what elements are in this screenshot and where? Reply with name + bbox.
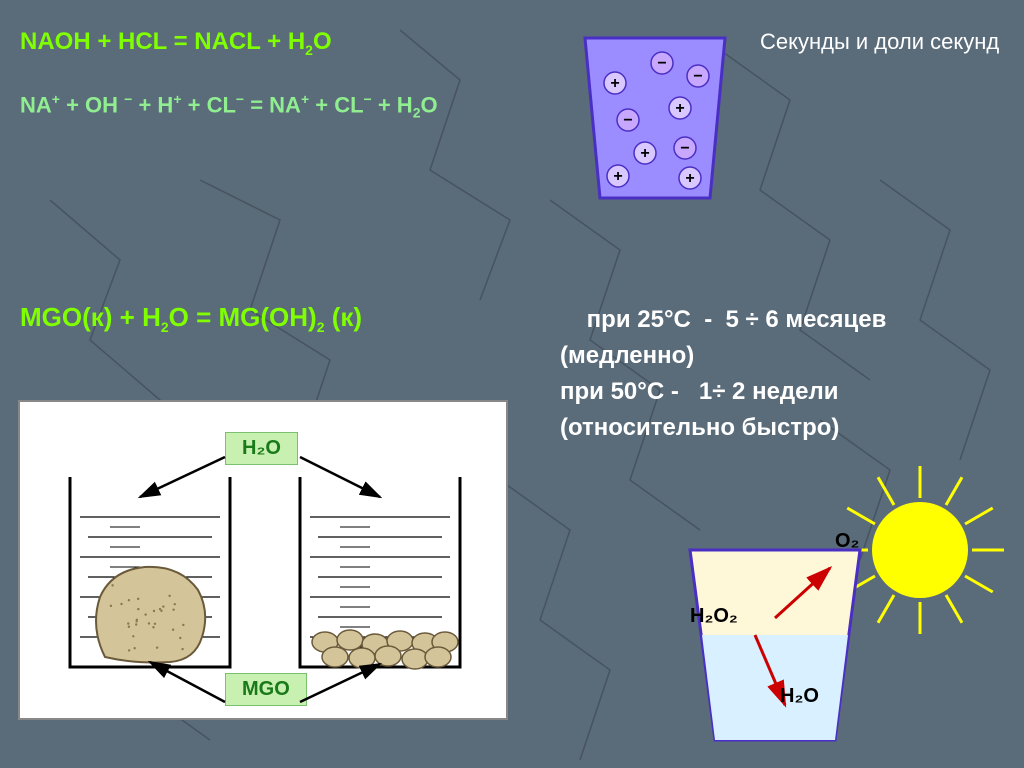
mgo-arrows — [20, 402, 510, 722]
svg-text:−: − — [623, 112, 632, 129]
svg-text:+: + — [640, 145, 649, 162]
equation-1: NAOH + HCL = NACL + H2O — [20, 28, 332, 58]
o2-label: O₂ — [835, 530, 859, 553]
svg-text:−: − — [693, 68, 702, 85]
svg-text:+: + — [675, 100, 684, 117]
svg-text:+: + — [685, 170, 694, 187]
h2o2-label: H₂O₂ — [690, 605, 738, 628]
svg-text:+: + — [610, 75, 619, 92]
svg-text:−: − — [680, 140, 689, 157]
equation-2-ionic: NA+ + OH − + H+ + CL− = NA+ + CL− + H2O — [20, 90, 550, 123]
temperature-rates-text: при 25°C - 5 ÷ 6 месяцев (медленно)при 5… — [560, 302, 1010, 446]
equation-3-mgo: MGO(к) + H2O = MG(OH)2 (к) — [20, 302, 362, 335]
timing-caption: Секунды и доли секунд — [760, 28, 1010, 57]
h2o-product-label: H₂O — [780, 685, 819, 708]
ion-beaker-diagram: +−−−+++−+ — [570, 28, 740, 208]
mgo-reaction-diagram: H₂O MGO — [18, 400, 508, 720]
peroxide-beaker-diagram — [680, 540, 870, 750]
svg-text:−: − — [657, 55, 666, 72]
svg-text:+: + — [613, 168, 622, 185]
